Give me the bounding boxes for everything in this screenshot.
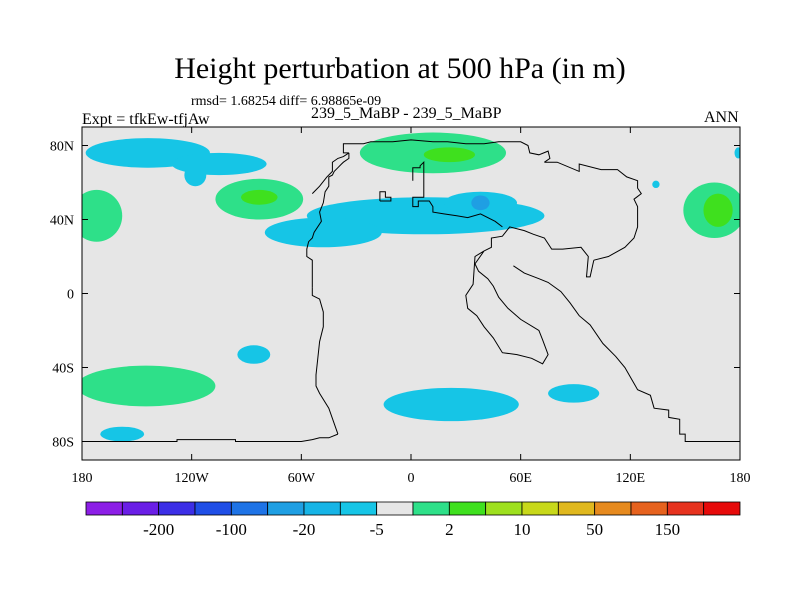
colorbar-label: -100 [216,520,247,539]
anomaly-region [241,189,278,205]
season-label: ANN [704,109,739,126]
anomaly-region [471,195,490,211]
colorbar-swatch [594,501,632,516]
anomaly-region [652,180,660,189]
colorbar: -200 -100 -20 -5 2 10 50 150 [85,501,741,539]
rmsd-diff-stats: rmsd= 1.68254 diff= 6.98865e-09 [191,94,382,109]
colorbar-swatch [666,501,705,516]
coastline [311,287,339,435]
anomaly-region [82,189,123,242]
anomaly-region [703,193,733,227]
coastline [342,139,551,163]
chart-title: Height perturbation at 500 hPa (in m) [174,52,626,85]
colorbar-swatch [485,501,523,516]
coastline [483,226,595,278]
anomaly-region [237,345,271,364]
colorbar-label: -20 [293,520,316,539]
anomaly-region [548,384,600,403]
coastline [412,161,503,228]
colorbar-swatch [267,501,305,516]
coastline [379,191,392,202]
colorbar-swatch [303,501,341,516]
y-axis: 80N 40N 0 40S 80S [50,140,740,451]
colorbar-label: 10 [514,520,531,539]
anomaly-region [734,147,740,159]
colorbar-label: 50 [586,520,603,539]
case-label: 239_5_MaBP - 239_5_MaBP [311,105,502,122]
colorbar-swatch [158,501,196,516]
x-tick-label: 120W [175,471,210,486]
colorbar-swatch [121,501,160,516]
anomaly-region [82,365,216,407]
coastline [465,250,549,365]
coastline [513,265,740,442]
colorbar-swatch [521,501,559,516]
x-tick-label: 60E [509,471,532,486]
y-tick-label: 80N [50,140,74,155]
colorbar-label: -5 [370,520,384,539]
colorbar-label: 150 [655,520,681,539]
x-tick-label: 60W [288,471,316,486]
colorbar-swatch [703,501,741,516]
colorbar-label: 2 [445,520,454,539]
colorbar-label: -200 [143,520,174,539]
coastline [306,152,350,288]
y-tick-label: 40N [50,214,74,229]
colorbar-swatch [557,501,596,516]
x-axis: 180 120W 60W 0 60E 120E 180 [72,127,751,486]
anomaly-region [383,387,519,422]
anomaly-region [423,147,475,163]
coastline [311,152,350,194]
colorbar-swatch [339,501,378,516]
colorbar-swatch [85,501,123,516]
colorbar-swatch [230,501,269,516]
colorbar-swatch [412,501,450,516]
coastline [544,161,642,261]
x-tick-label: 120E [616,471,646,486]
colorbar-swatch [376,501,414,516]
x-tick-label: 0 [408,471,415,486]
coastline-layer [82,139,740,442]
y-tick-label: 80S [52,436,74,451]
x-tick-label: 180 [72,471,93,486]
y-tick-label: 40S [52,362,74,377]
anomaly-region [264,217,382,248]
x-tick-label: 180 [730,471,751,486]
colorbar-swatch [630,501,668,516]
colorbar-swatch [448,501,487,516]
anomaly-region [184,164,207,187]
colorbar-swatch [194,501,232,516]
anomaly-region [100,426,145,442]
y-tick-label: 0 [67,288,74,303]
coastline [82,433,339,442]
contour-fill-layer [82,132,740,442]
experiment-label: Expt = tfkEw-tfjAw [82,111,210,128]
